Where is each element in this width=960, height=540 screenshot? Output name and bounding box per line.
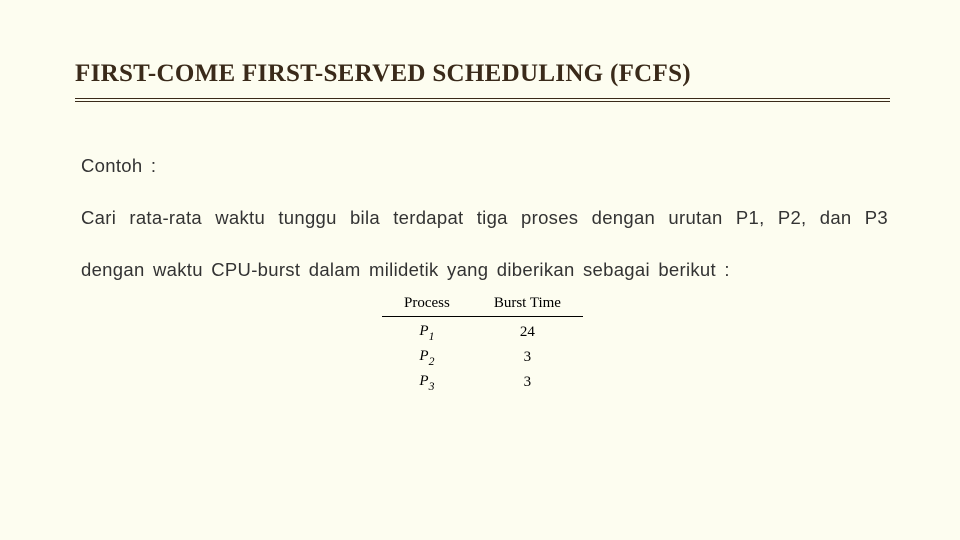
proc-letter: P [419,373,428,389]
slide-title: FIRST-COME FIRST-SERVED SCHEDULING (FCFS… [75,60,890,88]
proc-sub: 2 [429,355,435,368]
proc-sub: 3 [429,380,435,393]
col-burst-time: Burst Time [472,295,583,317]
col-process: Process [382,295,472,317]
body-paragraph: Contoh : Cari rata-rata waktu tunggu bil… [81,140,888,295]
burst-time-table: Process Burst Time P1 24 P2 3 [382,295,583,392]
cell-process: P3 [382,367,472,392]
proc-letter: P [419,323,428,339]
table-header-row: Process Burst Time [382,295,583,317]
paragraph-rest: Cari rata-rata waktu tunggu bila terdapa… [81,207,888,280]
table-wrapper: Process Burst Time P1 24 P2 3 [75,295,890,392]
cell-burst: 24 [472,317,583,343]
slide: FIRST-COME FIRST-SERVED SCHEDULING (FCFS… [0,0,960,540]
cell-burst: 3 [472,367,583,392]
table-row: P3 3 [382,367,583,392]
proc-sub: 1 [429,330,435,343]
table-row: P2 3 [382,342,583,367]
cell-process: P1 [382,317,472,343]
proc-letter: P [419,348,428,364]
title-underline [75,98,890,102]
cell-burst: 3 [472,342,583,367]
cell-process: P2 [382,342,472,367]
table-row: P1 24 [382,317,583,343]
paragraph-lead: Contoh : [81,155,156,176]
